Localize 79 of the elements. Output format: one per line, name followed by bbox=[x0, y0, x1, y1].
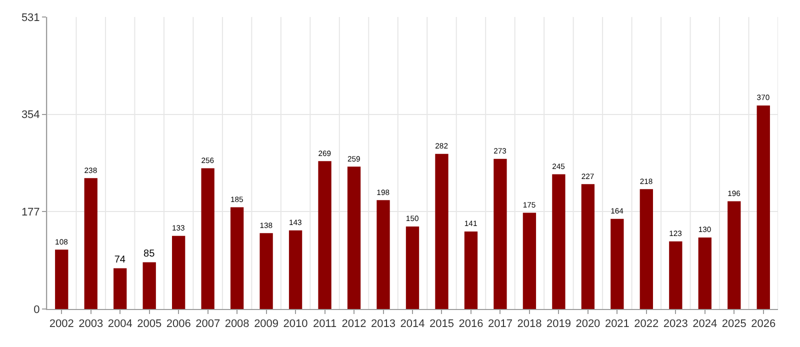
x-tick-label: 2020 bbox=[576, 318, 600, 330]
data-label: 269 bbox=[318, 148, 332, 158]
data-label: 133 bbox=[172, 224, 185, 233]
x-tick-label: 2015 bbox=[430, 318, 454, 330]
bar bbox=[728, 201, 741, 309]
data-label: 245 bbox=[552, 162, 565, 171]
data-label: 227 bbox=[581, 172, 594, 181]
data-label: 175 bbox=[522, 200, 536, 210]
data-label: 141 bbox=[464, 219, 478, 228]
x-tick-label: 2014 bbox=[400, 318, 425, 330]
bar bbox=[435, 154, 448, 309]
bar bbox=[581, 184, 595, 309]
bar bbox=[55, 250, 68, 309]
y-tick-label: 0 bbox=[34, 304, 40, 316]
bar bbox=[230, 207, 244, 309]
data-label: 74 bbox=[114, 254, 126, 266]
bar bbox=[172, 236, 186, 309]
bar bbox=[698, 238, 712, 309]
bar bbox=[522, 212, 536, 309]
bar bbox=[288, 230, 302, 309]
x-tick-label: 2013 bbox=[371, 318, 396, 330]
x-tick-label: 2023 bbox=[663, 318, 688, 330]
data-label: 273 bbox=[494, 146, 506, 156]
x-tick-label: 2002 bbox=[49, 318, 74, 330]
data-label: 198 bbox=[376, 188, 390, 197]
data-label: 185 bbox=[230, 194, 244, 204]
x-tick-label: 2017 bbox=[488, 318, 512, 330]
data-label: 259 bbox=[347, 154, 360, 164]
bar bbox=[640, 189, 653, 309]
bar bbox=[669, 241, 682, 309]
bar bbox=[464, 231, 478, 309]
bar bbox=[610, 218, 624, 309]
x-tick-label: 2019 bbox=[546, 318, 571, 330]
bar bbox=[114, 268, 127, 309]
x-tick-label: 2025 bbox=[722, 318, 746, 330]
data-label: 218 bbox=[640, 176, 653, 186]
y-tick-label: 177 bbox=[21, 206, 40, 219]
data-label: 282 bbox=[435, 142, 448, 151]
x-tick-label: 2024 bbox=[692, 318, 718, 330]
bar bbox=[406, 226, 420, 309]
x-tick-label: 2006 bbox=[166, 318, 191, 330]
bar bbox=[260, 233, 273, 309]
x-tick-label: 2010 bbox=[283, 318, 308, 330]
data-label: 370 bbox=[756, 93, 770, 102]
x-tick-label: 2012 bbox=[342, 318, 366, 330]
x-tick-label: 2026 bbox=[751, 318, 776, 330]
data-label: 138 bbox=[260, 220, 273, 230]
data-label: 238 bbox=[84, 166, 98, 175]
x-tick-label: 2022 bbox=[634, 318, 659, 330]
y-tick-label: 531 bbox=[21, 12, 40, 24]
x-tick-label: 2021 bbox=[604, 318, 630, 330]
x-tick-label: 2007 bbox=[196, 318, 220, 330]
bar bbox=[494, 158, 507, 309]
bar bbox=[376, 200, 390, 309]
x-tick-label: 2016 bbox=[458, 318, 484, 330]
data-label: 196 bbox=[728, 188, 740, 198]
bar bbox=[201, 168, 214, 309]
data-label: 256 bbox=[201, 156, 214, 165]
x-tick-label: 2008 bbox=[224, 318, 250, 330]
x-tick-label: 2004 bbox=[108, 318, 132, 330]
x-tick-label: 2011 bbox=[312, 318, 337, 330]
data-label: 150 bbox=[406, 214, 419, 224]
x-tick-label: 2003 bbox=[78, 318, 104, 330]
x-tick-label: 2018 bbox=[517, 318, 542, 330]
x-tick-label: 2009 bbox=[254, 318, 279, 330]
data-label: 130 bbox=[698, 225, 712, 234]
data-label: 123 bbox=[669, 229, 682, 238]
bar bbox=[347, 166, 361, 309]
data-label: 164 bbox=[610, 206, 624, 216]
bar bbox=[756, 106, 770, 309]
bar bbox=[142, 262, 156, 309]
x-tick-label: 2005 bbox=[137, 318, 162, 330]
data-label: 108 bbox=[55, 237, 68, 246]
bar bbox=[552, 174, 566, 309]
bar bbox=[318, 161, 332, 309]
data-label: 85 bbox=[144, 248, 156, 260]
data-label: 143 bbox=[288, 218, 302, 228]
bar bbox=[84, 178, 98, 309]
y-tick-label: 354 bbox=[21, 109, 40, 122]
